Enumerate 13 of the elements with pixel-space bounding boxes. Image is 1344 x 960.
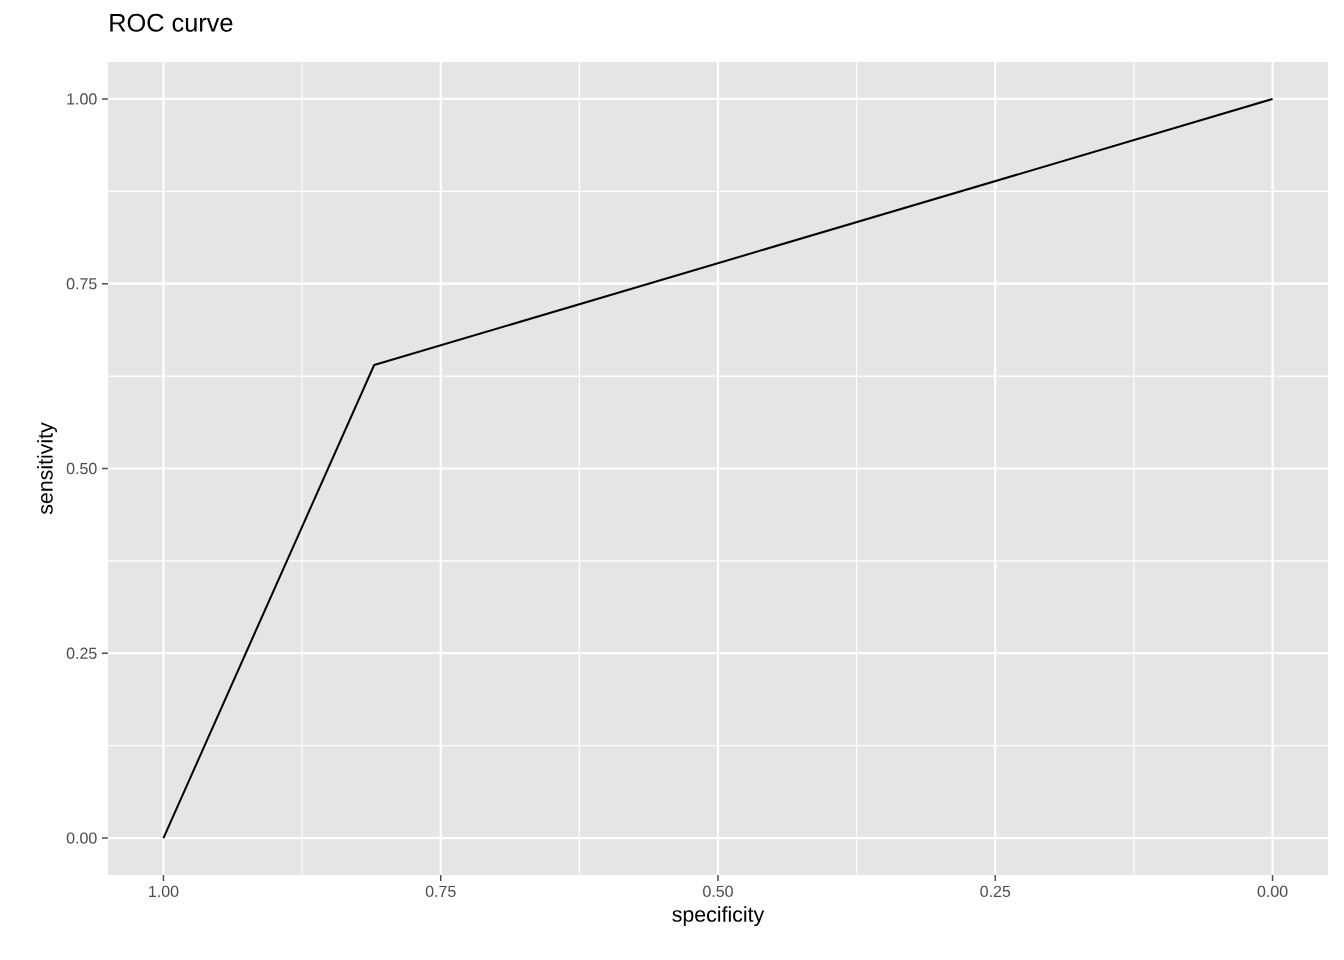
chart-title: ROC curve [110, 13, 233, 32]
y-tick-label: 0.25 [66, 647, 97, 659]
y-tick-label: 0.75 [66, 278, 97, 290]
x-tick-label: 0.50 [703, 885, 733, 898]
x-axis-title: specificity [672, 906, 765, 927]
x-tick-label: 0.25 [980, 885, 1011, 898]
x-tick-label: 1.00 [149, 885, 179, 898]
y-tick-label: 0.00 [66, 832, 97, 844]
y-tick-label: 0.50 [66, 462, 97, 475]
y-axis-title: sensitivity [37, 422, 57, 515]
x-tick-label: 0.75 [425, 885, 456, 898]
x-tick-label: 0.00 [1257, 885, 1288, 898]
y-tick-label: 1.00 [67, 93, 97, 105]
